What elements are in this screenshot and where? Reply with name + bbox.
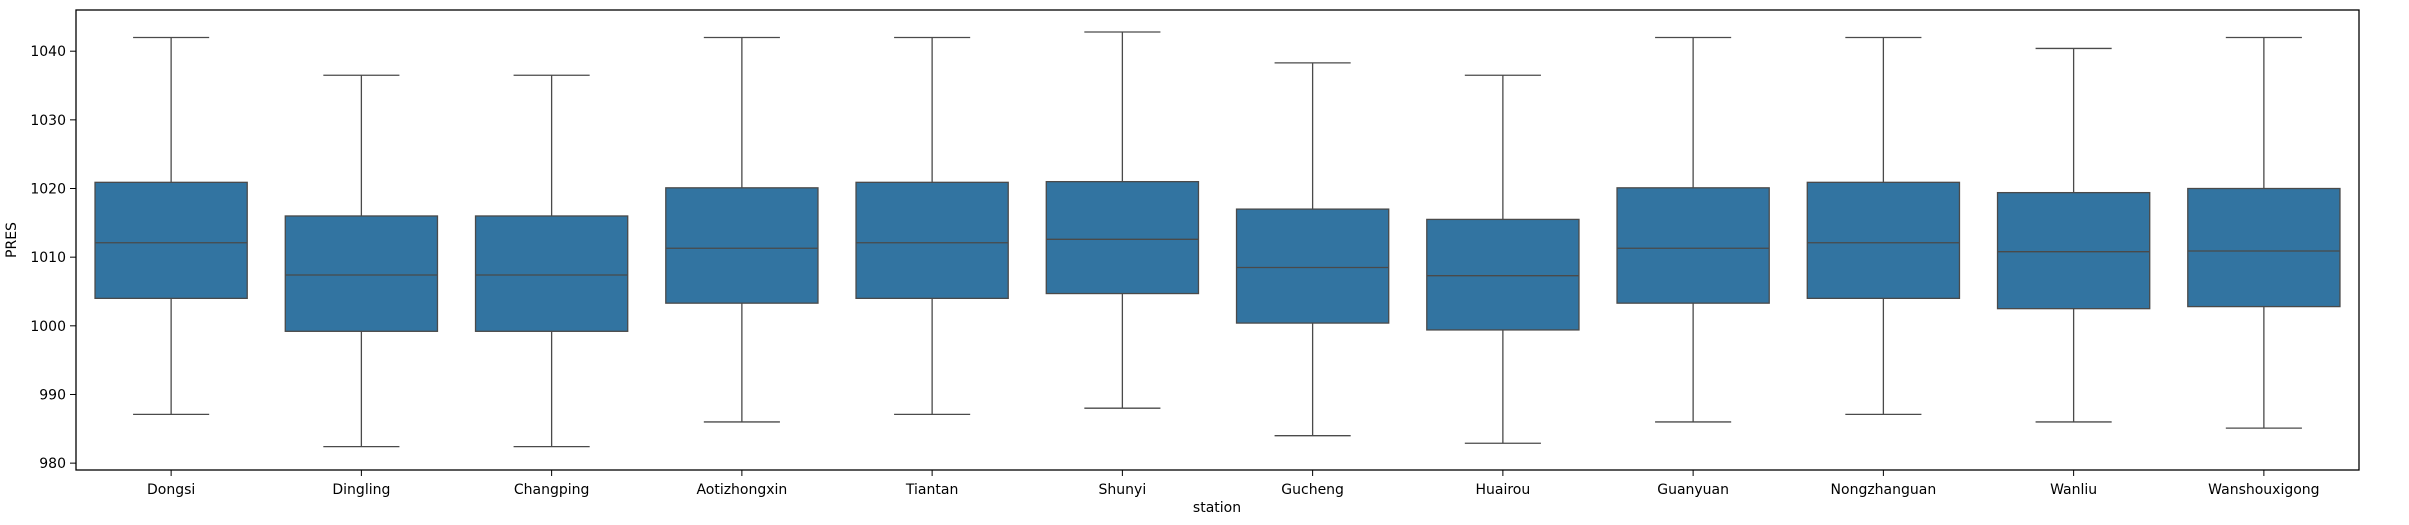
x-tick-label: Dongsi [147, 482, 195, 498]
box-group [2187, 36, 2341, 429]
box-group [1045, 31, 1200, 409]
box-group [1235, 62, 1390, 437]
box-group [1806, 36, 1961, 416]
iqr-box [284, 215, 439, 332]
iqr-box [1806, 181, 1961, 300]
x-tick-label: Aotizhongxin [696, 482, 787, 498]
y-tick-label: 1030 [30, 113, 66, 129]
x-axis-ticks: Dongsi Dingling Changping Aotizhongxin Tiant… [147, 470, 2320, 498]
x-tick-label: Guanyuan [1657, 482, 1729, 498]
y-tick-label: 1000 [30, 319, 66, 335]
x-tick-label: Gucheng [1281, 482, 1344, 498]
iqr-box [1426, 218, 1580, 331]
box-group [1616, 36, 1770, 423]
box-group [855, 36, 1009, 416]
x-tick-label: Dingling [332, 482, 390, 498]
iqr-box [1235, 208, 1390, 324]
x-tick-label: Huairou [1475, 482, 1530, 498]
plot-content [94, 31, 2341, 448]
box-group [284, 74, 439, 448]
box-group [1426, 74, 1580, 444]
y-tick-label: 980 [39, 456, 66, 472]
iqr-box [1616, 187, 1770, 304]
y-tick-label: 1020 [30, 182, 66, 198]
iqr-box [665, 187, 819, 304]
iqr-box [1996, 191, 2151, 310]
x-tick-label: Wanliu [2050, 482, 2097, 498]
iqr-box [474, 215, 629, 332]
iqr-box [855, 181, 1009, 300]
x-tick-label: Wanshouxigong [2208, 482, 2319, 498]
x-tick-label: Changping [514, 482, 590, 498]
iqr-box [1045, 180, 1200, 295]
box-group [94, 36, 248, 416]
x-tick-label: Nongzhanguan [1831, 482, 1937, 498]
box-group [474, 74, 629, 448]
box-group [665, 36, 819, 423]
y-axis-ticks: 980 990 1000 1010 1020 1030 1040 [30, 44, 76, 472]
box-group [1996, 47, 2151, 423]
iqr-box [94, 181, 248, 300]
y-axis-title: PRES [4, 222, 20, 258]
x-tick-label: Shunyi [1099, 482, 1147, 498]
x-axis-title: station [1193, 500, 1241, 516]
plot-frame [75, 9, 2360, 471]
y-tick-label: 990 [39, 387, 66, 403]
iqr-box [2187, 187, 2341, 308]
y-tick-label: 1040 [30, 44, 66, 60]
y-tick-label: 1010 [30, 250, 66, 266]
x-tick-label: Tiantan [905, 482, 958, 498]
